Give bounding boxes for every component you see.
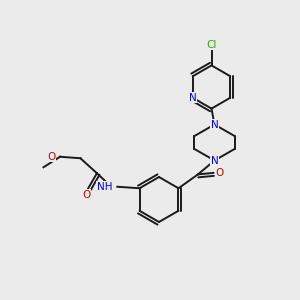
- Text: N: N: [189, 93, 197, 103]
- Text: N: N: [211, 119, 218, 130]
- Text: NH: NH: [97, 182, 112, 192]
- Text: O: O: [215, 168, 224, 178]
- Text: Cl: Cl: [206, 40, 217, 50]
- Text: O: O: [48, 152, 56, 162]
- Text: N: N: [211, 155, 218, 166]
- Text: O: O: [82, 190, 91, 200]
